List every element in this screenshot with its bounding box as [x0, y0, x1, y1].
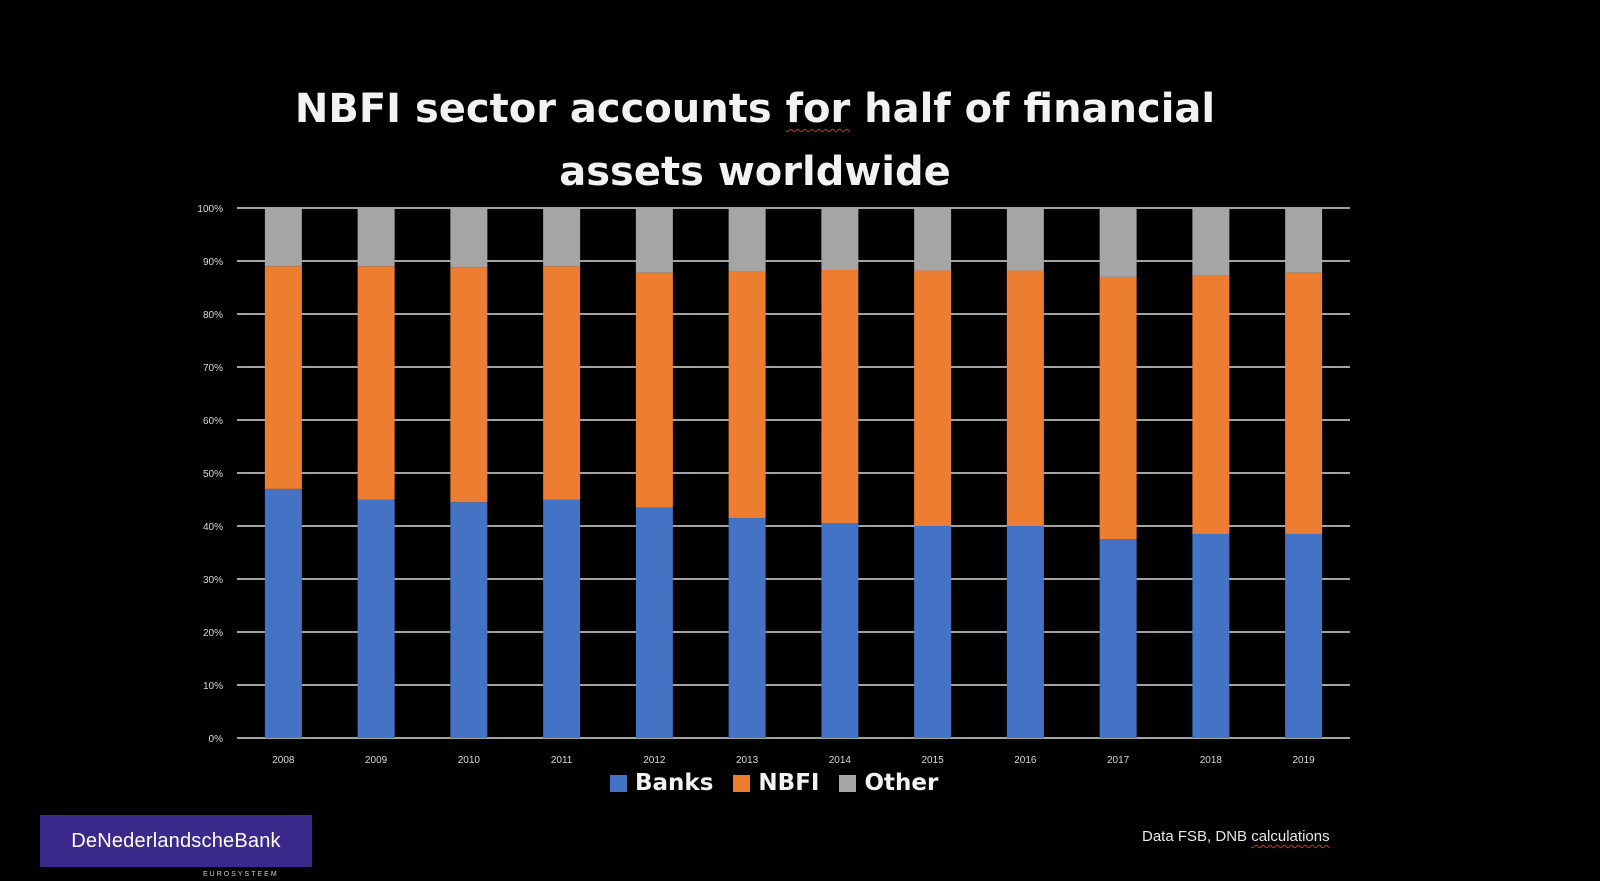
bar-banks-2019: [1285, 533, 1323, 738]
title-text-underlined: for: [785, 86, 851, 132]
y-tick-label: 30%: [203, 575, 223, 586]
bar-other-2013: [728, 208, 766, 272]
bar-other-2012: [635, 208, 673, 273]
bar-other-2011: [543, 208, 581, 267]
bar-nbfi-2015: [914, 270, 952, 526]
bar-nbfi-2011: [543, 266, 581, 500]
x-tick-label: 2012: [643, 755, 666, 766]
source-underlined: calculations: [1251, 828, 1330, 845]
chart-title-line2: assets worldwide: [559, 149, 951, 195]
source-prefix: Data FSB, DNB: [1142, 828, 1252, 845]
chart-title-line1: NBFI sector accounts for half of financi…: [290, 78, 1220, 141]
bar-banks-2010: [450, 502, 488, 738]
legend-item-banks: Banks: [610, 770, 713, 796]
y-tick-label: 60%: [203, 416, 223, 427]
bar-nbfi-2014: [821, 270, 859, 524]
bar-other-2014: [821, 208, 859, 271]
bar-other-2019: [1285, 208, 1323, 273]
x-tick-label: 2013: [736, 755, 759, 766]
bar-nbfi-2010: [450, 267, 488, 503]
bar-other-2017: [1099, 208, 1137, 277]
title-text-b: half of financial: [850, 86, 1216, 132]
x-tick-label: 2019: [1293, 755, 1316, 766]
x-tick-label: 2018: [1200, 755, 1223, 766]
bar-banks-2011: [543, 499, 581, 738]
x-tick-label: 2011: [551, 755, 573, 766]
y-tick-label: 20%: [203, 628, 223, 639]
x-tick-label: 2016: [1014, 755, 1037, 766]
bar-nbfi-2012: [635, 272, 673, 508]
logo-subtext: EUROSYSTEEM: [203, 871, 279, 878]
bar-banks-2017: [1099, 539, 1137, 738]
legend-swatch-banks: [610, 774, 627, 792]
bar-banks-2013: [728, 518, 766, 738]
data-source-note: Data FSB, DNB calculations: [1142, 828, 1330, 845]
bar-other-2008: [264, 208, 302, 267]
legend-item-nbfi: NBFI: [733, 770, 819, 796]
bar-other-2018: [1192, 208, 1230, 276]
bar-other-2015: [914, 208, 952, 271]
bar-other-2010: [450, 208, 488, 268]
bar-nbfi-2016: [1006, 270, 1044, 526]
y-tick-label: 50%: [203, 469, 223, 480]
legend-label-nbfi: NBFI: [758, 770, 820, 796]
y-tick-label: 10%: [203, 681, 223, 692]
bar-nbfi-2019: [1285, 272, 1323, 534]
y-tick-label: 80%: [203, 310, 223, 321]
legend-swatch-other: [839, 774, 857, 792]
bar-nbfi-2009: [357, 266, 395, 500]
y-tick-label: 90%: [203, 257, 223, 268]
x-tick-label: 2015: [922, 755, 945, 766]
bar-banks-2014: [821, 523, 859, 738]
bar-nbfi-2013: [728, 271, 766, 519]
y-tick-label: 100%: [197, 204, 223, 215]
dnb-logo: DeNederlandscheBank: [40, 815, 312, 867]
x-tick-label: 2009: [365, 755, 388, 766]
bar-banks-2008: [264, 488, 302, 738]
bar-nbfi-2017: [1099, 276, 1137, 540]
x-tick-label: 2014: [829, 755, 852, 766]
bar-other-2016: [1006, 208, 1044, 271]
title-text-a: NBFI sector accounts: [294, 86, 786, 132]
legend-label-banks: Banks: [635, 770, 714, 796]
chart-legend: Banks NBFI Other: [610, 770, 958, 796]
x-tick-label: 2008: [272, 755, 295, 766]
y-tick-label: 70%: [203, 363, 223, 374]
chart-title: NBFI sector accounts for half of financi…: [290, 78, 1220, 204]
legend-swatch-nbfi: [733, 774, 751, 792]
bar-other-2009: [357, 208, 395, 267]
x-tick-label: 2017: [1107, 755, 1130, 766]
legend-label-other: Other: [864, 770, 939, 796]
x-tick-label: 2010: [458, 755, 481, 766]
legend-item-other: Other: [839, 770, 938, 796]
bar-banks-2009: [357, 499, 395, 738]
bar-banks-2012: [635, 507, 673, 738]
y-tick-label: 0%: [209, 734, 224, 745]
bar-banks-2016: [1006, 526, 1044, 738]
y-tick-label: 40%: [203, 522, 223, 533]
logo-text: DeNederlandscheBank: [71, 829, 281, 852]
bar-banks-2018: [1192, 533, 1230, 738]
bar-nbfi-2008: [264, 266, 302, 489]
bar-nbfi-2018: [1192, 275, 1230, 534]
bar-banks-2015: [914, 526, 952, 738]
